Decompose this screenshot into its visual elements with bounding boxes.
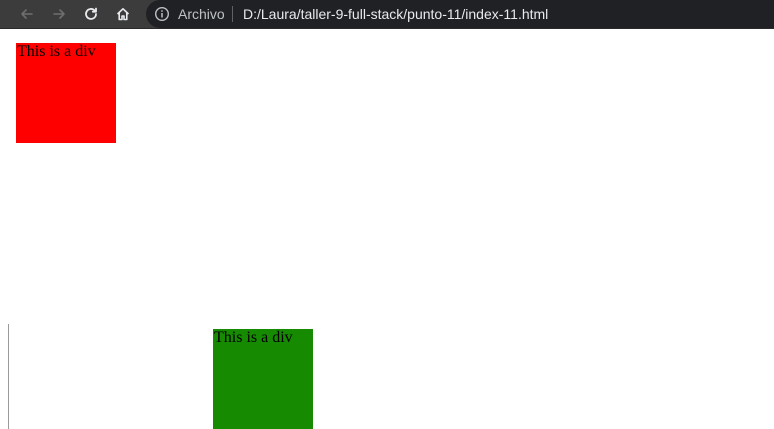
forward-arrow-icon	[53, 9, 65, 19]
red-div: This is a div	[16, 43, 116, 143]
forward-button[interactable]	[48, 3, 70, 25]
home-button[interactable]	[112, 3, 134, 25]
left-edge-line	[8, 324, 9, 429]
url-text[interactable]: D:/Laura/taller-9-full-stack/punto-11/in…	[243, 6, 549, 22]
address-bar[interactable]: Archivo D:/Laura/taller-9-full-stack/pun…	[146, 0, 774, 28]
back-button[interactable]	[16, 3, 38, 25]
page-viewport: This is a div This is a div	[0, 29, 774, 429]
green-div: This is a div	[213, 329, 313, 429]
reload-button[interactable]	[80, 3, 102, 25]
info-icon[interactable]	[154, 6, 170, 22]
browser-toolbar: Archivo D:/Laura/taller-9-full-stack/pun…	[0, 0, 774, 29]
green-div-label: This is a div	[214, 329, 293, 346]
address-separator	[232, 6, 233, 22]
reload-icon	[85, 7, 97, 20]
red-div-label: This is a div	[17, 43, 96, 60]
security-chip-label[interactable]: Archivo	[178, 6, 225, 22]
back-arrow-icon	[21, 9, 33, 19]
home-icon	[116, 8, 130, 21]
